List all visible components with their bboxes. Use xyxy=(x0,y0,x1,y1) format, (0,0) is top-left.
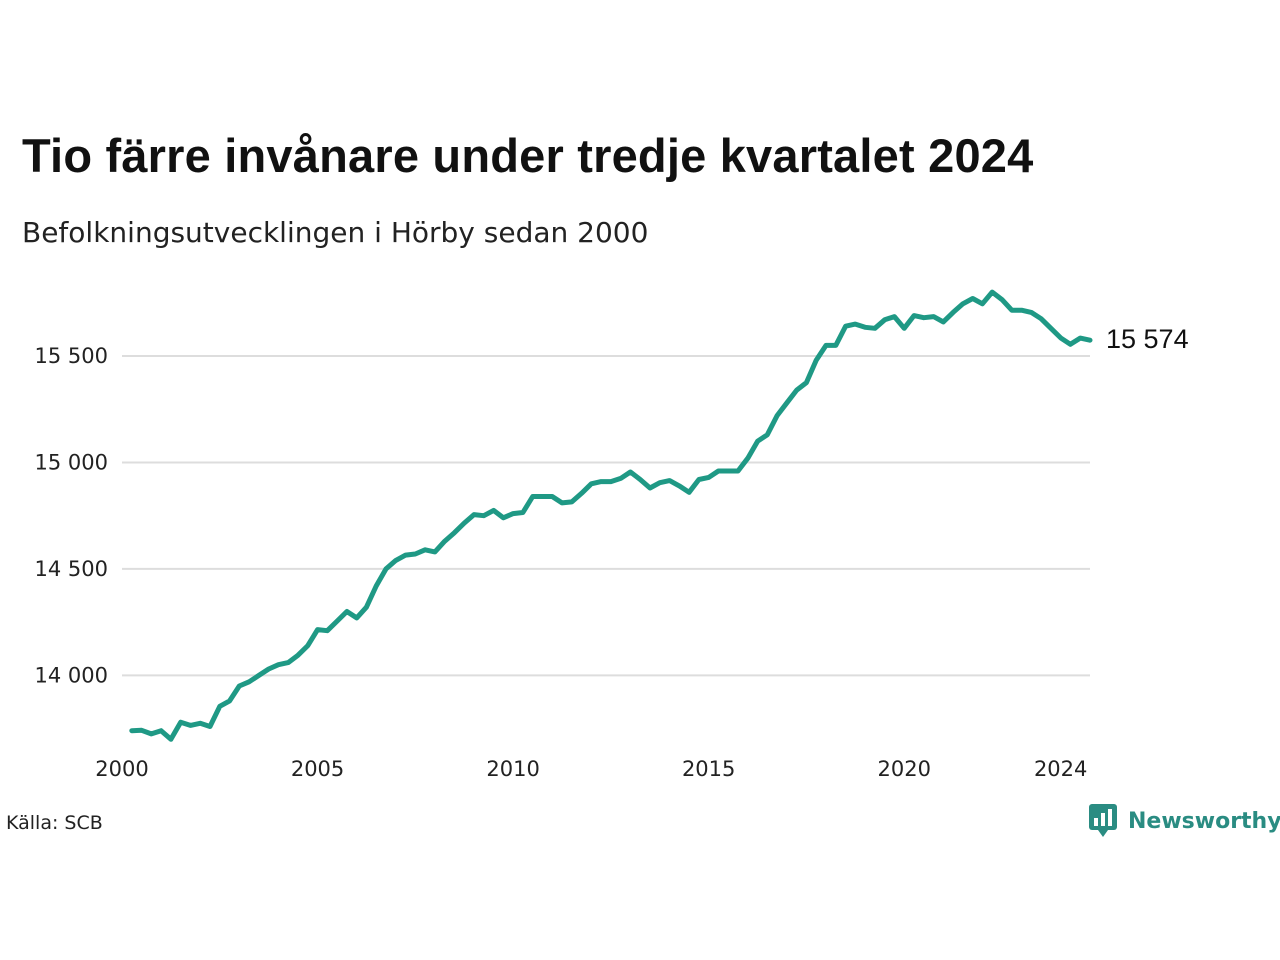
brand-name: Newsworthy xyxy=(1128,808,1280,834)
y-tick-label: 15 000 xyxy=(35,450,108,474)
data-labels: 15 574 xyxy=(1106,324,1189,354)
x-axis-tick-labels: 2000 2005 2010 2015 2020 2024 xyxy=(95,757,1087,781)
source-note: Källa: SCB xyxy=(6,812,103,834)
newsworthy-logo-icon xyxy=(1089,804,1117,837)
x-tick-label: 2020 xyxy=(877,757,930,781)
x-tick-label: 2000 xyxy=(95,757,148,781)
population-line xyxy=(129,289,1093,742)
brand-logo: Newsworthy xyxy=(1088,803,1280,839)
series xyxy=(129,289,1093,742)
last-value-label: 15 574 xyxy=(1106,324,1189,354)
y-axis-tick-labels: 14 000 14 500 15 000 15 500 xyxy=(35,344,108,687)
x-tick-label: 2024 xyxy=(1034,757,1087,781)
chart-title: Tio färre invånare under tredje kvartale… xyxy=(22,129,1034,182)
x-tick-label: 2010 xyxy=(486,757,539,781)
chart-subtitle: Befolkningsutvecklingen i Hörby sedan 20… xyxy=(22,216,649,249)
x-tick-label: 2005 xyxy=(291,757,344,781)
y-tick-label: 15 500 xyxy=(35,344,108,368)
gridlines xyxy=(122,355,1090,677)
x-tick-label: 2015 xyxy=(682,757,735,781)
y-tick-label: 14 500 xyxy=(35,557,108,581)
y-tick-label: 14 000 xyxy=(35,663,108,687)
